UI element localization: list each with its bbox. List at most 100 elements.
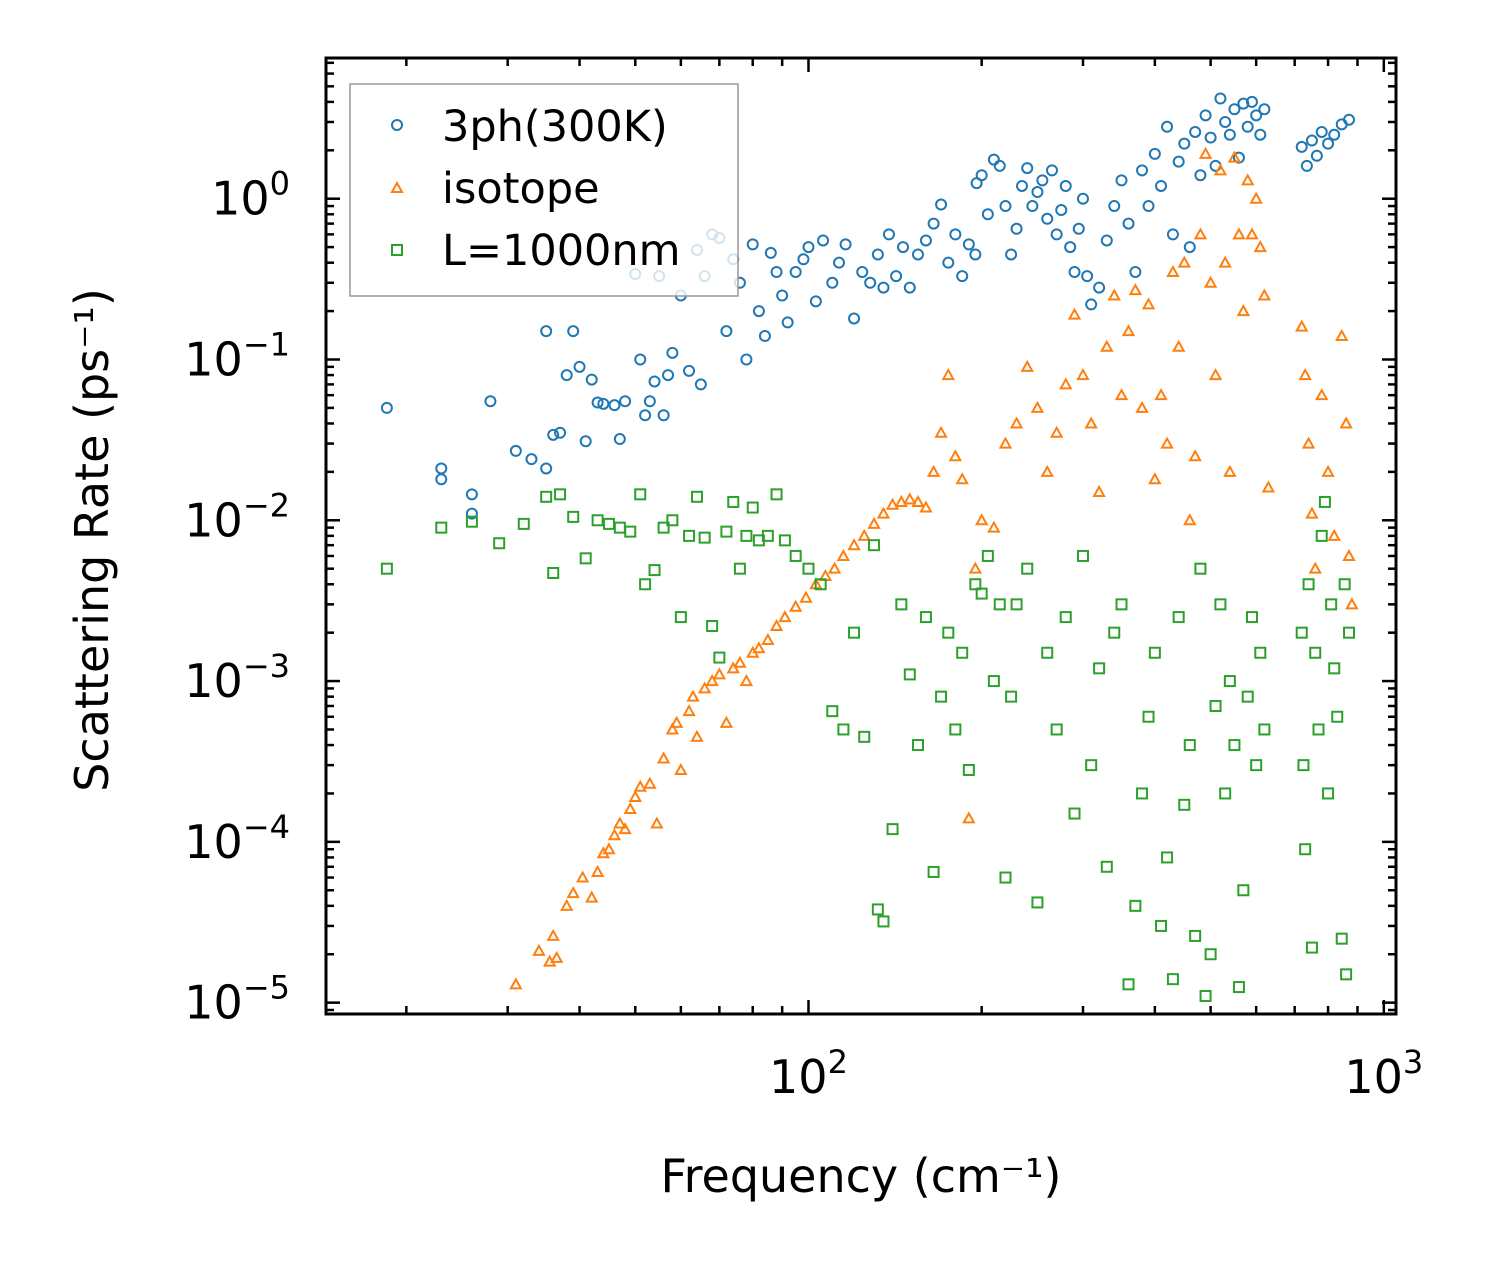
data-point-triangle — [1084, 416, 1098, 429]
data-point-square — [740, 529, 753, 542]
data-point-circle — [1050, 228, 1063, 241]
data-point-triangle — [1128, 283, 1143, 296]
data-point-square — [868, 539, 881, 552]
data-point-square — [1343, 626, 1356, 639]
data-point-triangle — [962, 811, 976, 824]
data-point-triangle — [1339, 416, 1353, 429]
data-point-triangle — [613, 816, 627, 829]
data-point-circle — [597, 397, 610, 410]
data-point-circle — [1108, 200, 1121, 213]
data-point-square — [871, 903, 884, 916]
data-point-triangle — [1261, 480, 1276, 493]
data-point-square — [1328, 662, 1341, 675]
data-point-triangle — [788, 599, 803, 612]
data-point-circle — [465, 507, 478, 520]
data-point-triangle — [948, 449, 963, 462]
data-point-triangle — [585, 890, 599, 903]
data-point-circle — [465, 488, 478, 501]
data-point-circle — [826, 276, 839, 289]
data-point-square — [1305, 941, 1318, 954]
data-point-triangle — [1107, 288, 1121, 301]
data-point-circle — [662, 369, 675, 382]
data-point-square — [1338, 578, 1351, 591]
data-point-square — [993, 598, 1006, 611]
data-point-triangle — [827, 561, 842, 574]
data-point-square — [1041, 646, 1054, 659]
data-point-square — [727, 495, 740, 508]
data-point-square — [949, 723, 962, 736]
data-point-triangle — [1203, 275, 1218, 288]
data-point-square — [1214, 598, 1227, 611]
data-point-circle — [1045, 164, 1058, 177]
data-point-triangle — [1327, 528, 1341, 541]
data-point-circle — [764, 246, 777, 259]
data-point-circle — [1241, 120, 1254, 133]
data-point-square — [1315, 529, 1328, 542]
data-point-triangle — [1154, 388, 1168, 401]
data-point-square — [1050, 723, 1063, 736]
data-point-circle — [1245, 95, 1258, 108]
data-point-square — [1204, 948, 1217, 961]
data-point-circle — [776, 289, 789, 302]
data-point-square — [911, 739, 924, 752]
data-point-circle — [1250, 109, 1263, 122]
data-point-circle — [987, 153, 1000, 166]
data-point-circle — [1258, 103, 1271, 116]
data-point-square — [1299, 843, 1312, 856]
data-point-triangle — [726, 661, 740, 674]
data-point-square — [848, 626, 861, 639]
data-point-circle — [1155, 179, 1168, 192]
data-point-triangle — [739, 674, 754, 687]
data-point-square — [895, 598, 908, 611]
data-point-triangle — [665, 722, 680, 735]
data-point-circle — [560, 369, 573, 382]
data-point-circle — [643, 395, 656, 408]
data-point-square — [956, 646, 969, 659]
data-point-square — [962, 763, 975, 776]
data-point-circle — [573, 360, 586, 373]
data-point-triangle — [941, 368, 956, 381]
data-point-triangle — [674, 762, 688, 775]
data-point-circle — [1178, 137, 1191, 150]
data-point-triangle — [705, 674, 719, 687]
data-point-square — [1245, 611, 1258, 624]
data-point-circle — [1055, 204, 1068, 217]
data-point-triangle — [769, 618, 784, 632]
data-point-triangle — [934, 425, 948, 438]
data-point-triangle — [926, 464, 941, 477]
data-point-circle — [1343, 113, 1356, 126]
legend-label-boundary: L=1000nm — [442, 226, 681, 276]
data-point-circle — [579, 435, 592, 448]
data-point-circle — [1072, 222, 1085, 235]
data-point-square — [1183, 739, 1196, 752]
series-2 — [380, 488, 1356, 1002]
data-point-square — [1199, 989, 1212, 1002]
data-point-circle — [1036, 174, 1049, 187]
data-point-triangle — [1166, 264, 1180, 278]
data-point-circle — [897, 241, 910, 254]
data-point-square — [858, 730, 871, 743]
data-point-square — [1115, 598, 1128, 611]
data-point-square — [1309, 646, 1322, 659]
data-point-square — [666, 514, 679, 527]
legend-marker-circle — [391, 119, 403, 131]
data-point-square — [493, 537, 506, 550]
data-point-circle — [919, 234, 932, 247]
data-point-circle — [956, 270, 969, 283]
data-point-triangle — [509, 977, 523, 990]
data-point-square — [1228, 739, 1241, 752]
data-point-square — [1295, 626, 1308, 639]
data-point-circle — [1219, 115, 1232, 128]
data-point-triangle — [602, 842, 616, 855]
data-point-square — [1155, 919, 1168, 932]
data-point-circle — [1223, 128, 1236, 141]
data-point-triangle — [566, 886, 580, 899]
data-point-square — [733, 562, 746, 575]
data-point-circle — [856, 266, 869, 279]
data-point-circle — [540, 462, 553, 475]
data-point-circle — [1199, 109, 1212, 122]
data-point-circle — [683, 364, 696, 377]
data-point-square — [1093, 662, 1106, 675]
data-point-circle — [1310, 149, 1323, 162]
data-point-triangle — [590, 864, 605, 877]
